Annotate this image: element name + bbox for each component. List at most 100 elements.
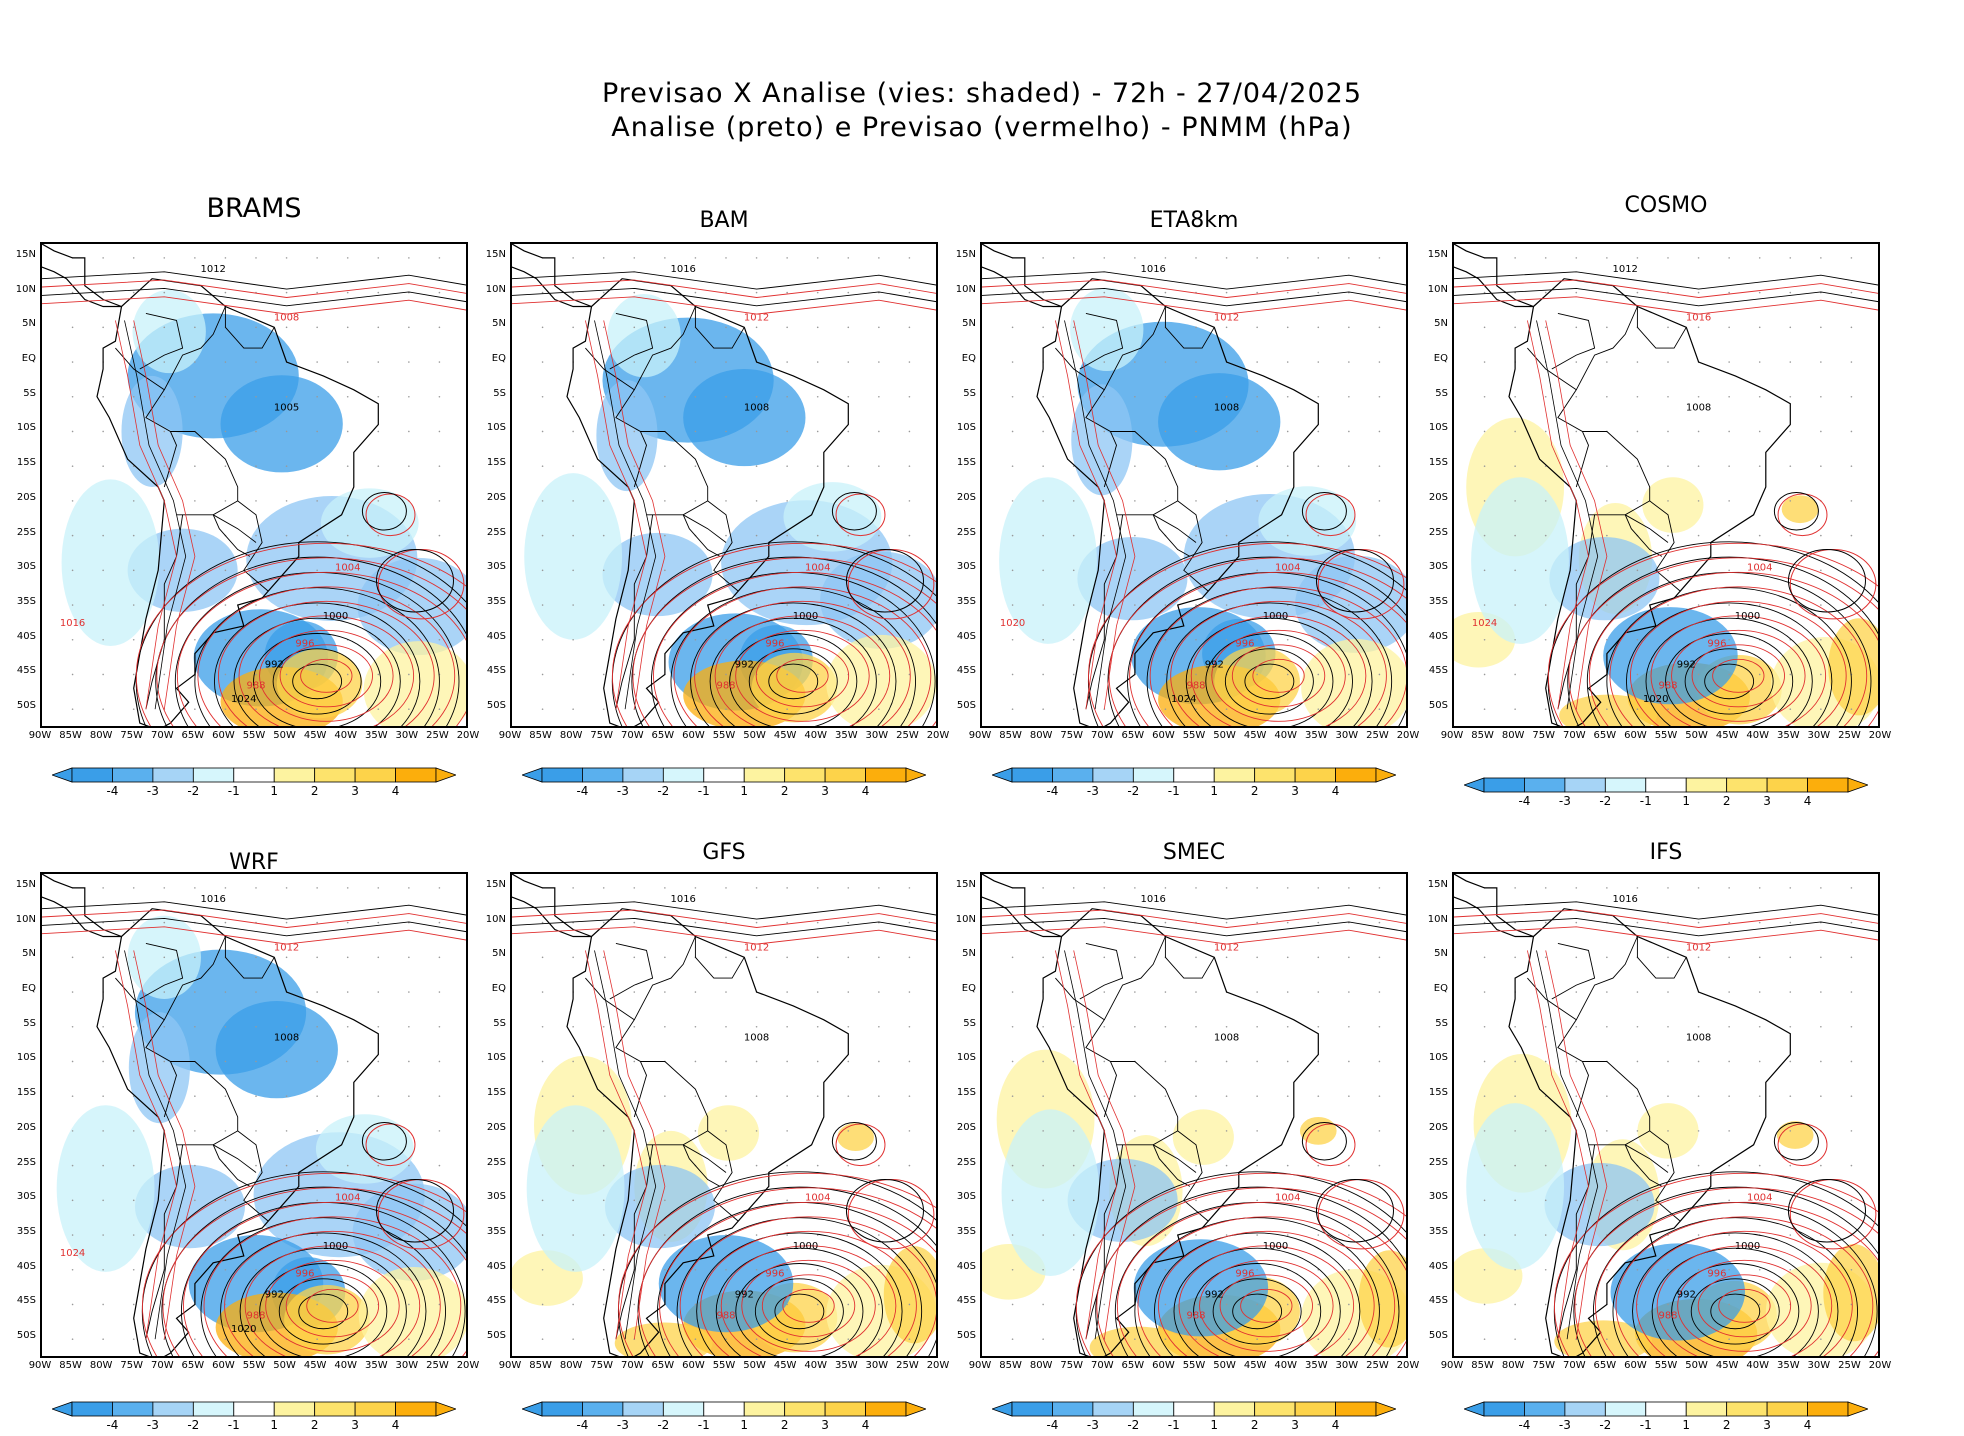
forecast-isobar [776, 658, 829, 693]
isobar-label: 1008 [1214, 403, 1239, 414]
bias-colorbar [520, 1401, 928, 1421]
latitude-label: EQ [1433, 983, 1448, 995]
isobar-label: 1016 [670, 264, 695, 275]
bias-shading-area [697, 1105, 760, 1161]
andes-isobar [1073, 950, 1136, 1340]
isobar-label: 996 [295, 1269, 314, 1280]
longitude-label: 80W [89, 1360, 113, 1371]
bias-shading-area [999, 477, 1097, 644]
country-border [585, 977, 647, 1118]
bias-shading-area [1172, 1109, 1234, 1165]
colorbar-tick-label: -1 [227, 784, 240, 798]
longitude-label: 20W [1868, 1360, 1892, 1371]
latitude-label: 35S [956, 1226, 976, 1238]
colorbar-tick-label: 3 [1291, 784, 1299, 798]
country-border [1588, 500, 1650, 516]
forecast-isobar [694, 600, 911, 726]
isobar-label: 988 [1658, 680, 1677, 691]
isobar-label: 1008 [274, 312, 299, 323]
south-america-coastline [1036, 908, 1319, 1356]
isobar-label: 1000 [1263, 1241, 1288, 1252]
analysis-isobar [1134, 1217, 1380, 1356]
analysis-isobar [1146, 587, 1393, 726]
latitude-label: 10S [16, 422, 36, 434]
map-panel-smec: 1016 1012 1008 1004 1000 996 992 988 [980, 872, 1408, 1358]
colorbar-tick-label: -3 [146, 784, 159, 798]
country-border [1116, 500, 1178, 516]
latitude-label: 10N [955, 913, 976, 925]
country-border [609, 312, 654, 370]
analysis-isobar [729, 633, 858, 726]
south-america-coastline [1036, 278, 1319, 726]
analysis-isobar [1573, 1186, 1878, 1356]
country-border [1164, 936, 1215, 979]
central-america-coastline [512, 244, 592, 308]
latitude-label: 5S [23, 1017, 36, 1029]
latitude-label: 5S [1435, 1017, 1448, 1029]
forecast-isobar [224, 1230, 441, 1356]
forecast-isobar [618, 1172, 936, 1356]
andes-isobar [1055, 320, 1117, 710]
longitude-label: 25W [1366, 1360, 1389, 1371]
analysis-isobar [1166, 602, 1373, 726]
isobar-label: 1004 [335, 562, 360, 573]
longitude-label: 70W [1090, 1360, 1114, 1371]
map-panel-ifs: 1016 1012 1008 1004 1000 996 992 988 [1452, 872, 1880, 1358]
colorbar-tick-label: 3 [1763, 1418, 1771, 1432]
latitude-label: 25S [1428, 1156, 1448, 1168]
isobar-label: 996 [1707, 1269, 1726, 1280]
longitude-label: 45W [773, 1360, 797, 1371]
forecast-isobar [632, 557, 936, 726]
forecast-isobar [1231, 644, 1326, 708]
forecast-isobar [1170, 600, 1387, 726]
country-border [682, 514, 727, 543]
longitude-label: 55W [1182, 730, 1206, 741]
longitude-label: 25W [426, 730, 449, 741]
analysis-isobar [233, 617, 401, 726]
latitude-label: 20S [16, 491, 36, 503]
andes-isobar [594, 320, 657, 710]
bias-shading-area [596, 380, 658, 492]
country-border [115, 347, 177, 488]
country-border [212, 514, 257, 543]
longitude-label: 70W [620, 1360, 644, 1371]
longitude-label: 50W [1685, 730, 1708, 741]
forecast-isobar [1219, 1274, 1313, 1338]
bias-shading-area [526, 1105, 625, 1272]
longitude-label: 65W [1121, 1360, 1145, 1371]
longitude-label: 60W [682, 1360, 705, 1371]
forecast-isobar [218, 600, 435, 726]
forecast-isobar [1636, 1230, 1853, 1356]
isobar-label: 992 [1677, 1290, 1696, 1301]
isobar-label: 1012 [1214, 942, 1239, 953]
isobar-label: 992 [265, 660, 284, 671]
map-panel-brams: 1012 1008 1005 1004 1000 996 992 988 1024 1016 [40, 242, 468, 728]
latitude-label: 45S [486, 665, 506, 677]
latitude-label: 45S [16, 1295, 36, 1307]
longitude-label: 40W [334, 730, 358, 741]
colorbar-tick-label: -3 [1558, 794, 1571, 808]
bias-shading-area [1358, 1250, 1406, 1348]
forecast-isobar [285, 1274, 380, 1338]
analysis-isobar [1651, 1247, 1819, 1356]
andes-isobar [1064, 320, 1127, 710]
country-border [1055, 347, 1117, 488]
latitude-label: 25S [486, 1156, 506, 1168]
map-panel-gfs: 1016 1012 1008 1004 1000 996 992 988 [510, 872, 938, 1358]
analysis-high-isobar [1315, 1178, 1394, 1243]
latitude-label: 30S [1428, 561, 1448, 573]
latitude-label: 30S [16, 1191, 36, 1203]
longitude-label: 50W [273, 1360, 296, 1371]
colorbar-tick-label: 4 [861, 1418, 870, 1432]
isobar-label: 1024 [1472, 618, 1497, 629]
forecast-isobar [279, 644, 373, 708]
longitude-label: 85W [999, 730, 1022, 741]
isobar-label: 1000 [1263, 611, 1288, 622]
isobar-label: 1016 [670, 894, 695, 905]
latitude-label: 5N [492, 948, 506, 960]
colorbar-tick-label: 4 [391, 1418, 400, 1432]
isobar-label: 1000 [323, 611, 348, 622]
